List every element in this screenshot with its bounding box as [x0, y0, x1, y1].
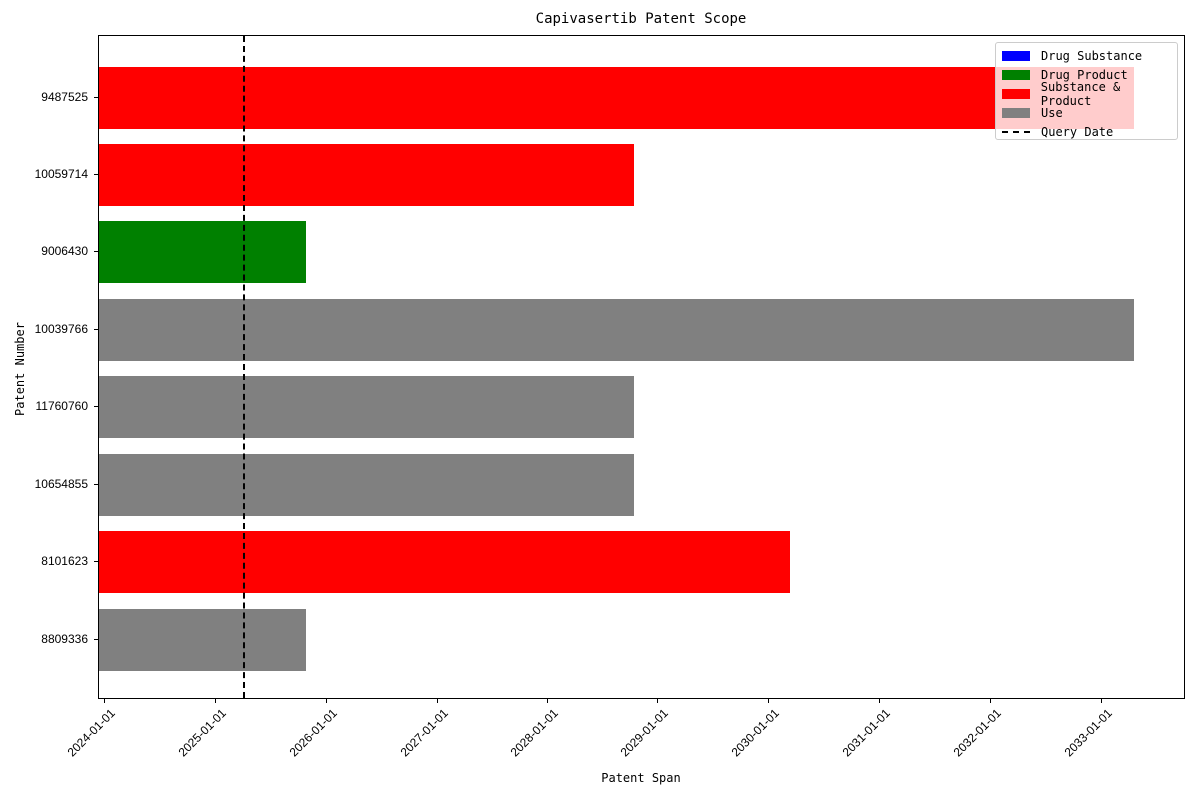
x-tick-label: 2032-01-01 — [950, 706, 1004, 760]
y-tick-label: 11760760 — [35, 399, 89, 413]
color-swatch-icon — [1002, 50, 1030, 61]
bar-8809336 — [99, 609, 306, 671]
y-tick-label: 8809336 — [41, 632, 88, 646]
plot-area — [98, 35, 1185, 699]
legend-label: Query Date — [1041, 124, 1114, 139]
y-tick-label: 9487525 — [41, 90, 88, 104]
bar-10654855 — [99, 454, 634, 516]
legend-label: Drug Product — [1041, 67, 1128, 82]
y-tick-label: 10059714 — [34, 167, 88, 181]
y-tick-label: 10654855 — [34, 477, 88, 491]
y-axis-label: Patent Number — [13, 322, 27, 416]
y-tick — [94, 561, 98, 562]
y-tick — [94, 406, 98, 407]
x-tick — [547, 699, 548, 703]
bar-9006430 — [99, 221, 306, 283]
x-axis-label: Patent Span — [601, 771, 681, 785]
x-tick-label: 2030-01-01 — [728, 706, 782, 760]
x-tick — [657, 699, 658, 703]
color-swatch-icon — [1002, 107, 1030, 118]
y-tick-label: 8101623 — [41, 554, 88, 568]
x-tick — [768, 699, 769, 703]
x-tick — [879, 699, 880, 703]
legend: Drug Substance Drug Product Substance & Pr… — [995, 42, 1178, 140]
x-tick-label: 2026-01-01 — [286, 706, 340, 760]
legend-item: Drug Substance — [996, 46, 1177, 65]
x-tick-label: 2029-01-01 — [617, 706, 671, 760]
x-tick — [326, 699, 327, 703]
x-tick-label: 2031-01-01 — [839, 706, 893, 760]
legend-label: Use — [1041, 105, 1063, 120]
color-swatch-icon — [1002, 88, 1030, 99]
legend-item: Use — [996, 103, 1177, 122]
legend-item: Substance & Product — [996, 80, 1177, 108]
dashed-line-icon — [1002, 130, 1030, 133]
legend-label: Substance & Product — [1040, 79, 1121, 108]
legend-label: Drug Substance — [1041, 48, 1143, 63]
y-tick — [94, 329, 98, 330]
chart-title: Capivasertib Patent Scope — [535, 11, 747, 27]
bar-10059714 — [99, 144, 634, 206]
x-tick-label: 2033-01-01 — [1061, 706, 1115, 760]
bar-11760760 — [99, 376, 634, 438]
x-tick — [1101, 699, 1102, 703]
color-swatch-icon — [1002, 69, 1030, 80]
x-tick-label: 2025-01-01 — [175, 706, 229, 760]
bar-9487525 — [99, 67, 1134, 129]
query-date-line — [243, 36, 245, 698]
y-tick — [94, 251, 98, 252]
y-tick-label: 10039766 — [34, 322, 88, 336]
x-tick-label: 2027-01-01 — [397, 706, 451, 760]
x-tick — [990, 699, 991, 703]
bar-10039766 — [99, 299, 1134, 361]
x-tick — [437, 699, 438, 703]
x-tick — [215, 699, 216, 703]
y-tick — [94, 484, 98, 485]
x-tick-label: 2028-01-01 — [507, 706, 561, 760]
x-tick-label: 2024-01-01 — [64, 706, 118, 760]
y-tick — [94, 174, 98, 175]
bar-8101623 — [99, 531, 790, 593]
y-tick — [94, 639, 98, 640]
y-tick-label: 9006430 — [41, 244, 88, 258]
legend-item: Query Date — [996, 122, 1177, 141]
legend-item: Drug Product — [996, 65, 1177, 84]
y-tick — [94, 97, 98, 98]
x-tick — [104, 699, 105, 703]
